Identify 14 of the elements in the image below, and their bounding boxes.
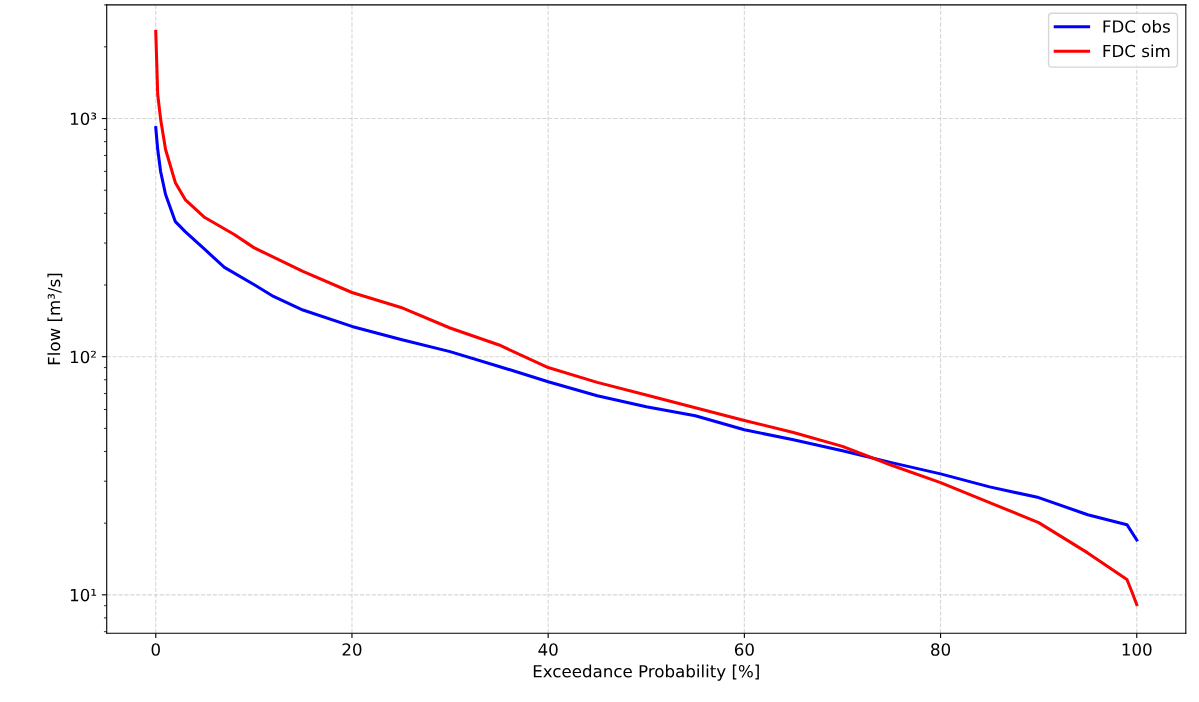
x-axis-title: Exceedance Probability [%] [533, 664, 759, 681]
y-axis-title: Flow [m³/s] [47, 273, 63, 365]
x-tick-label: 20 [342, 643, 362, 656]
y-tick-label: 10¹ [70, 588, 97, 602]
x-tick-label: 40 [538, 643, 558, 656]
x-tick-label: 100 [1122, 643, 1152, 656]
line-series [154, 126, 1139, 542]
y-tick-label: 10² [70, 350, 96, 364]
legend-label: FDC sim [1103, 44, 1170, 58]
x-tick-label: 0 [151, 643, 160, 656]
y-tick-label: 10³ [70, 112, 97, 126]
x-tick-label: 80 [931, 643, 951, 656]
x-tick-label: 60 [734, 643, 754, 656]
legend-label: FDC obs [1103, 19, 1170, 33]
